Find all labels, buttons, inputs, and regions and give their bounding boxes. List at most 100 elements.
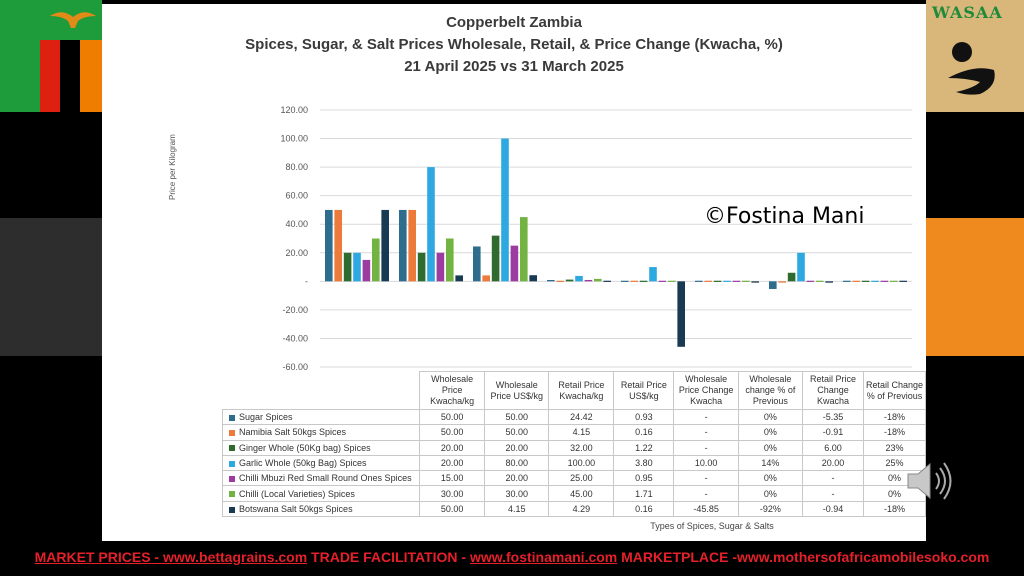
table-cell: 20.00 (419, 454, 486, 472)
bar (343, 252, 352, 282)
legend-swatch (229, 506, 235, 513)
table-row: Chilli (Local Varieties) Spices 30.00 30.0… (221, 485, 927, 502)
table-row: Sugar Spices 50.00 50.00 24.42 0.93-0% -5.35-… (221, 408, 927, 426)
bar (325, 209, 333, 282)
y-tick-label: 80.00 (285, 162, 308, 172)
table-cell: -92% (737, 500, 804, 518)
table-cell: 0.16 (613, 424, 675, 441)
table-cell: 0.16 (613, 500, 675, 518)
wasaa-logo-text: WASAA (932, 3, 1003, 22)
legend-entry: Chilli (Local Varieties) Spices (221, 485, 421, 502)
table-cell: 24.42 (548, 408, 615, 426)
flag-stripe-black (60, 40, 80, 112)
right-band (926, 218, 1024, 356)
bar (529, 275, 537, 282)
bar (787, 272, 796, 282)
table-cell: 6.00 (802, 439, 864, 456)
bar (742, 280, 750, 282)
bar (603, 280, 611, 282)
table-cell: 14% (737, 454, 804, 472)
bar (695, 280, 703, 282)
legend-entry: Sugar Spices (221, 408, 421, 426)
table-column-header: Retail Price Kwacha/kg (548, 371, 615, 410)
table-cell: 50.00 (419, 500, 486, 518)
bar (677, 281, 685, 347)
trade-facilitation-link[interactable]: www.fostinamani.com (469, 549, 618, 565)
bar (446, 238, 454, 282)
table-cell: 23% (862, 439, 927, 456)
table-cell: 50.00 (419, 408, 486, 426)
bar (658, 280, 667, 282)
bar (723, 280, 731, 282)
table-cell: 10.00 (673, 454, 739, 472)
bar (473, 246, 481, 282)
table-column-header: Retail Change% of Previous (862, 371, 927, 410)
marketplace-link[interactable]: MARKETPLACE -www.mothersofafricamobileso… (617, 549, 990, 565)
speaker-icon[interactable] (906, 458, 956, 504)
table-cell: 50.00 (484, 424, 550, 441)
bar (362, 259, 371, 282)
table-cell: 100.00 (548, 454, 615, 472)
y-axis-label: Price per Kilogram (168, 134, 177, 200)
legend-entry: Botswana Salt 50kgs Spices (221, 500, 421, 518)
legend-entry: Garlic Whole (50kg Bag) Spices (221, 454, 421, 472)
chart-title: Copperbelt Zambia (446, 14, 582, 31)
flag-stripe-orange (80, 40, 102, 112)
table-column-header: Wholesale Price Change Kwacha (673, 371, 739, 410)
legend-swatch (229, 475, 235, 482)
table-cell: 0% (737, 424, 804, 441)
bar (806, 280, 815, 282)
table-cell: - (802, 470, 864, 487)
table-cell: -45.85 (673, 500, 739, 518)
bar (899, 280, 907, 282)
legend-entry: Namibia Salt 50kgs Spices (221, 424, 421, 441)
table-cell: 1.71 (613, 485, 675, 502)
bar (797, 252, 805, 282)
bar (778, 281, 786, 283)
table-cell: 80.00 (484, 454, 550, 472)
bar (816, 280, 824, 282)
bar (417, 252, 426, 282)
legend-swatch (229, 430, 235, 437)
table-cell: 20.00 (802, 454, 864, 472)
y-tick-label: -20.00 (282, 305, 308, 315)
y-tick-label: -40.00 (282, 333, 308, 343)
bar (565, 279, 574, 282)
table-cell: 1.22 (613, 439, 675, 456)
table-cell: 15.00 (419, 470, 486, 487)
data-table: Wholesale Price Kwacha/kg Wholesale Price US… (221, 371, 927, 518)
bar (353, 252, 361, 282)
table-cell: 4.15 (484, 500, 550, 518)
bar (510, 245, 519, 282)
watermark: ©Fostina Mani (704, 204, 865, 229)
table-cell: 45.00 (548, 485, 615, 502)
market-prices-link[interactable]: MARKET PRICES - www.bettagrains.com (34, 549, 308, 565)
table-cell: 0% (737, 470, 804, 487)
table-cell: - (673, 408, 739, 426)
bar (630, 280, 638, 282)
table-cell: 20.00 (484, 470, 550, 487)
table-cell: 3.80 (613, 454, 675, 472)
table-cell: 25.00 (548, 470, 615, 487)
bar (399, 209, 407, 282)
table-row: Ginger Whole (50Kg bag) Spices 20.00 20.00… (221, 439, 927, 456)
table-cell: -5.35 (802, 408, 864, 426)
bar (594, 278, 602, 282)
y-tick-label: -60.00 (282, 362, 308, 372)
y-tick-label: 20.00 (285, 248, 308, 258)
table-cell: 0.95 (613, 470, 675, 487)
table-cell: -0.91 (802, 424, 864, 441)
bar (621, 280, 629, 282)
bar (575, 275, 583, 282)
footer-links: MARKET PRICES - www.bettagrains.com TRAD… (0, 549, 1024, 565)
table-cell: 20.00 (419, 439, 486, 456)
bar (852, 280, 860, 282)
bar (751, 281, 759, 283)
bar (501, 138, 509, 282)
bar (408, 209, 416, 282)
legend-swatch (229, 445, 235, 452)
bar (890, 280, 898, 282)
bar (334, 209, 342, 282)
bar (491, 235, 500, 282)
y-tick-label: 60.00 (285, 191, 308, 201)
